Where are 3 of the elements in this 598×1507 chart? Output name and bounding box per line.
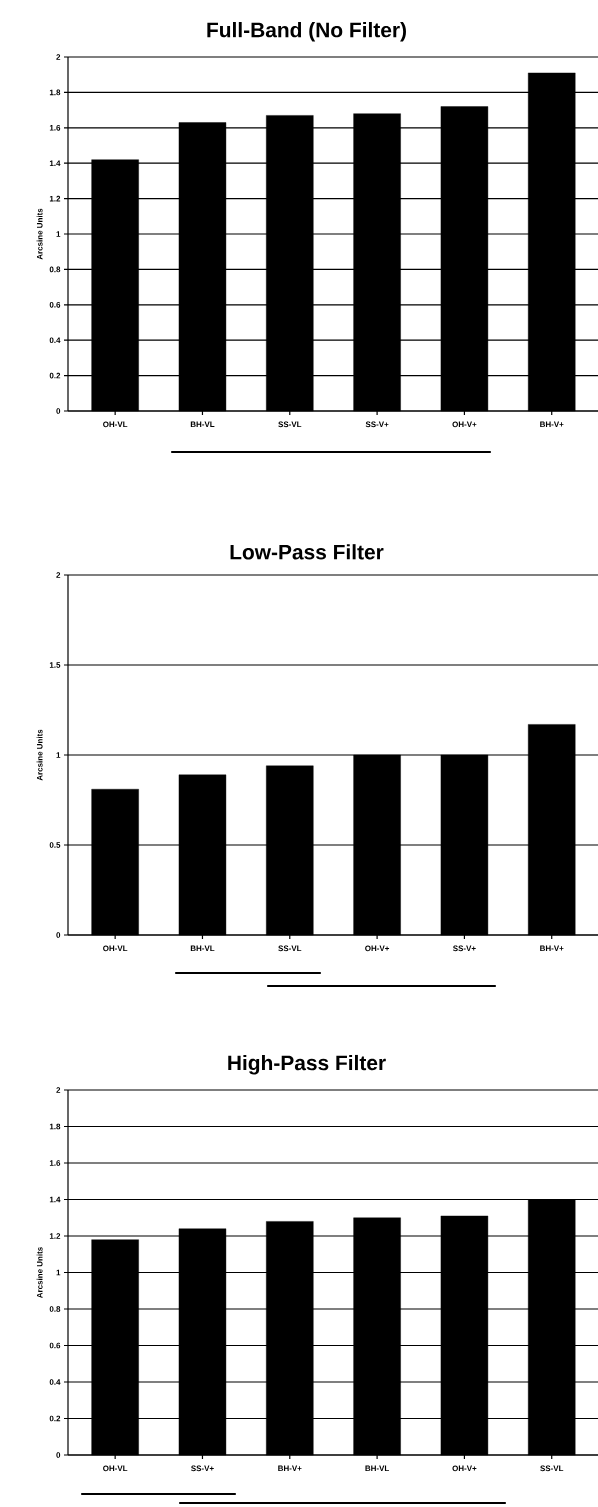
chart-title: High-Pass Filter bbox=[228, 1054, 386, 1075]
chart-title: Low-Pass Filter bbox=[230, 544, 384, 560]
chart-title: Full-Band (No Filter) bbox=[207, 22, 406, 42]
